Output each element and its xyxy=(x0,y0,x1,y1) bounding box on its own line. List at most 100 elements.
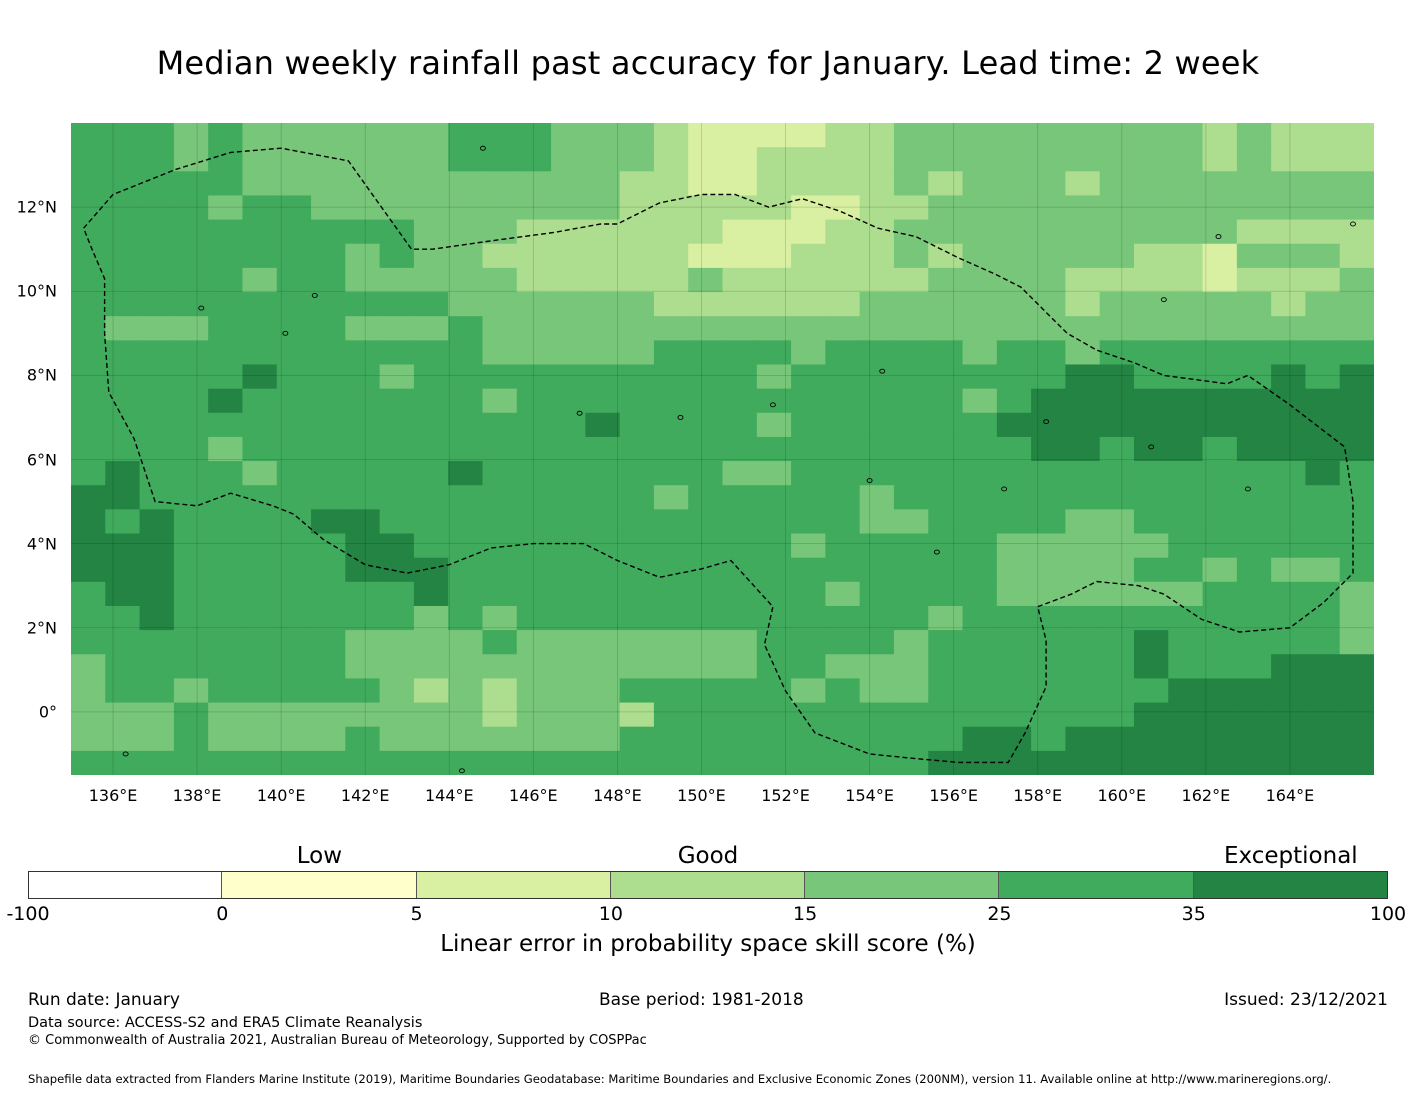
grid-cell xyxy=(1031,388,1066,414)
colorbar-title: Linear error in probability space skill … xyxy=(440,931,976,957)
grid-cell xyxy=(619,461,655,486)
grid-cell xyxy=(345,557,381,583)
grid-cell xyxy=(551,388,586,414)
grid-cell xyxy=(1065,702,1101,728)
grid-cell xyxy=(859,726,895,752)
grid-cell xyxy=(859,412,895,438)
grid-cell xyxy=(1133,678,1169,704)
grid-cell xyxy=(1065,678,1101,704)
grid-cell xyxy=(688,630,724,655)
grid-cell xyxy=(1065,267,1101,293)
x-tick-label: 158°E xyxy=(1013,786,1063,805)
grid-cell xyxy=(1305,219,1341,245)
grid-cell xyxy=(208,412,244,438)
grid-cell xyxy=(516,509,552,535)
grid-cell xyxy=(1236,436,1272,462)
grid-cell xyxy=(722,267,758,293)
grid-cell xyxy=(413,195,449,221)
grid-cell xyxy=(379,171,415,197)
grid-cell xyxy=(208,678,244,704)
grid-cell xyxy=(71,412,106,438)
grid-cell xyxy=(1133,630,1169,655)
grid-cell xyxy=(1031,485,1066,510)
grid-cell xyxy=(791,654,826,680)
grid-cell xyxy=(962,388,998,414)
grid-cell xyxy=(859,388,895,414)
grid-cell xyxy=(893,123,929,148)
grid-cell xyxy=(791,316,826,341)
grid-cell xyxy=(516,243,552,269)
grid-cell xyxy=(688,292,724,317)
grid-cell xyxy=(413,364,449,390)
grid-cell xyxy=(962,678,998,704)
grid-cell xyxy=(208,533,244,559)
grid-cell xyxy=(653,412,689,438)
grid-cell xyxy=(1339,630,1374,655)
grid-cell xyxy=(928,388,964,414)
grid-cell xyxy=(928,678,964,704)
grid-cell xyxy=(893,316,929,341)
grid-cell xyxy=(71,605,106,631)
grid-cell xyxy=(619,750,655,775)
grid-cell xyxy=(311,750,346,775)
grid-cell xyxy=(1133,219,1169,245)
grid-cell xyxy=(1065,147,1101,172)
grid-cell xyxy=(1339,388,1374,414)
grid-cell xyxy=(105,557,141,583)
grid-cell xyxy=(311,364,346,390)
grid-cell xyxy=(1099,509,1135,535)
grid-cell xyxy=(1168,605,1204,631)
grid-cell xyxy=(585,461,621,486)
grid-cell xyxy=(242,485,278,510)
grid-cell xyxy=(139,557,175,583)
grid-cell xyxy=(791,388,826,414)
grid-cell xyxy=(1305,340,1341,366)
grid-cell xyxy=(516,533,552,559)
grid-cell xyxy=(1202,654,1238,680)
grid-cell xyxy=(1305,581,1341,607)
x-tick-label: 156°E xyxy=(929,786,978,805)
grid-cell xyxy=(345,461,381,486)
grid-cell xyxy=(413,171,449,197)
grid-cell xyxy=(688,147,724,172)
grid-cell xyxy=(482,654,518,680)
grid-cell xyxy=(1202,702,1238,728)
grid-cell xyxy=(1339,533,1374,559)
grid-cell xyxy=(825,557,861,583)
grid-cell xyxy=(859,219,895,245)
grid-cell xyxy=(1099,123,1135,148)
grid-cell xyxy=(653,605,689,631)
grid-cell xyxy=(859,195,895,221)
grid-cell xyxy=(173,412,209,438)
grid-cell xyxy=(1202,630,1238,655)
grid-cell xyxy=(71,364,106,390)
grid-cell xyxy=(996,267,1032,293)
grid-cell xyxy=(1031,340,1066,366)
grid-cell xyxy=(139,412,175,438)
grid-cell xyxy=(1133,243,1169,269)
grid-cell xyxy=(1271,436,1307,462)
grid-cell xyxy=(1099,726,1135,752)
grid-cell xyxy=(276,364,312,390)
grid-cell xyxy=(928,123,964,148)
x-tick-label: 142°E xyxy=(340,786,390,805)
grid-cell xyxy=(1099,678,1135,704)
grid-cell xyxy=(756,461,792,486)
grid-cell xyxy=(516,123,552,148)
island-outline xyxy=(1244,486,1251,492)
grid-cell xyxy=(962,702,998,728)
grid-cell xyxy=(448,412,484,438)
grid-cell xyxy=(276,557,312,583)
grid-cell xyxy=(516,461,552,486)
grid-cell xyxy=(1065,123,1101,148)
grid-cell xyxy=(1031,461,1066,486)
grid-cell xyxy=(345,412,381,438)
grid-cell xyxy=(276,509,312,535)
grid-cell xyxy=(1133,292,1169,317)
grid-cell xyxy=(791,219,826,245)
grid-cell xyxy=(551,461,586,486)
grid-cell xyxy=(379,316,415,341)
grid-cell xyxy=(413,678,449,704)
grid-cell xyxy=(208,485,244,510)
grid-cell xyxy=(1099,147,1135,172)
